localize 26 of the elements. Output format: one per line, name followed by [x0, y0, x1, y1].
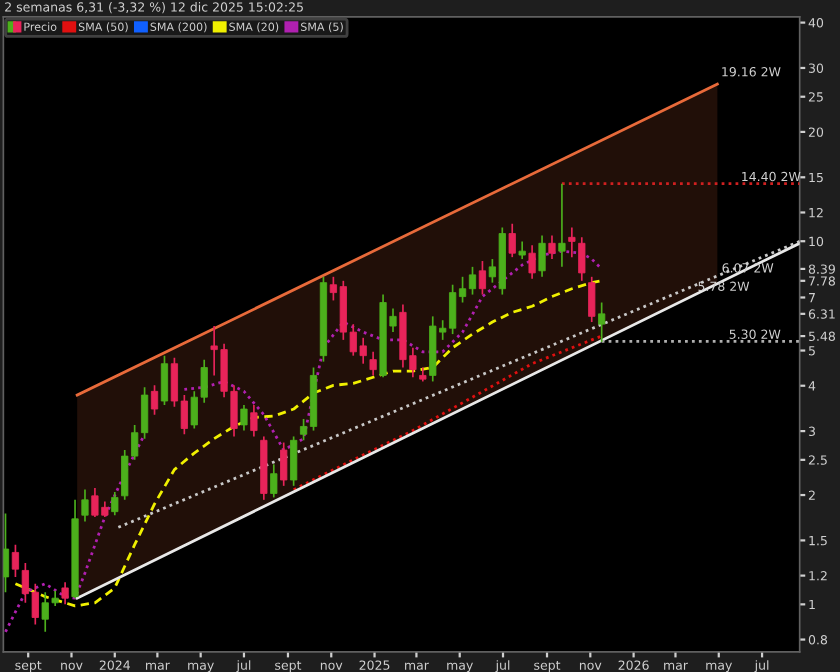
candlestick — [250, 404, 258, 438]
candlestick — [290, 435, 298, 487]
line-series — [292, 334, 604, 492]
candlestick — [508, 222, 516, 258]
candlestick — [548, 234, 556, 260]
candlestick — [240, 404, 248, 432]
candlestick — [369, 350, 377, 377]
candlestick — [558, 182, 566, 268]
candlestick — [578, 236, 586, 282]
candlestick — [568, 226, 576, 258]
candlestick — [478, 260, 487, 296]
candlestick — [598, 301, 606, 343]
candlestick — [81, 488, 89, 523]
line-series — [14, 279, 604, 608]
candlestick — [270, 463, 278, 499]
candlestick — [538, 234, 546, 278]
candlestick — [280, 441, 288, 487]
candlestick — [518, 240, 526, 260]
candlestick — [61, 581, 69, 606]
candlestick — [588, 275, 596, 323]
candlestick — [150, 384, 159, 416]
candlestick — [160, 354, 169, 406]
candlestick — [3, 512, 10, 594]
candlestick — [528, 244, 536, 280]
candlestick — [111, 491, 119, 517]
candlestick — [11, 543, 20, 578]
